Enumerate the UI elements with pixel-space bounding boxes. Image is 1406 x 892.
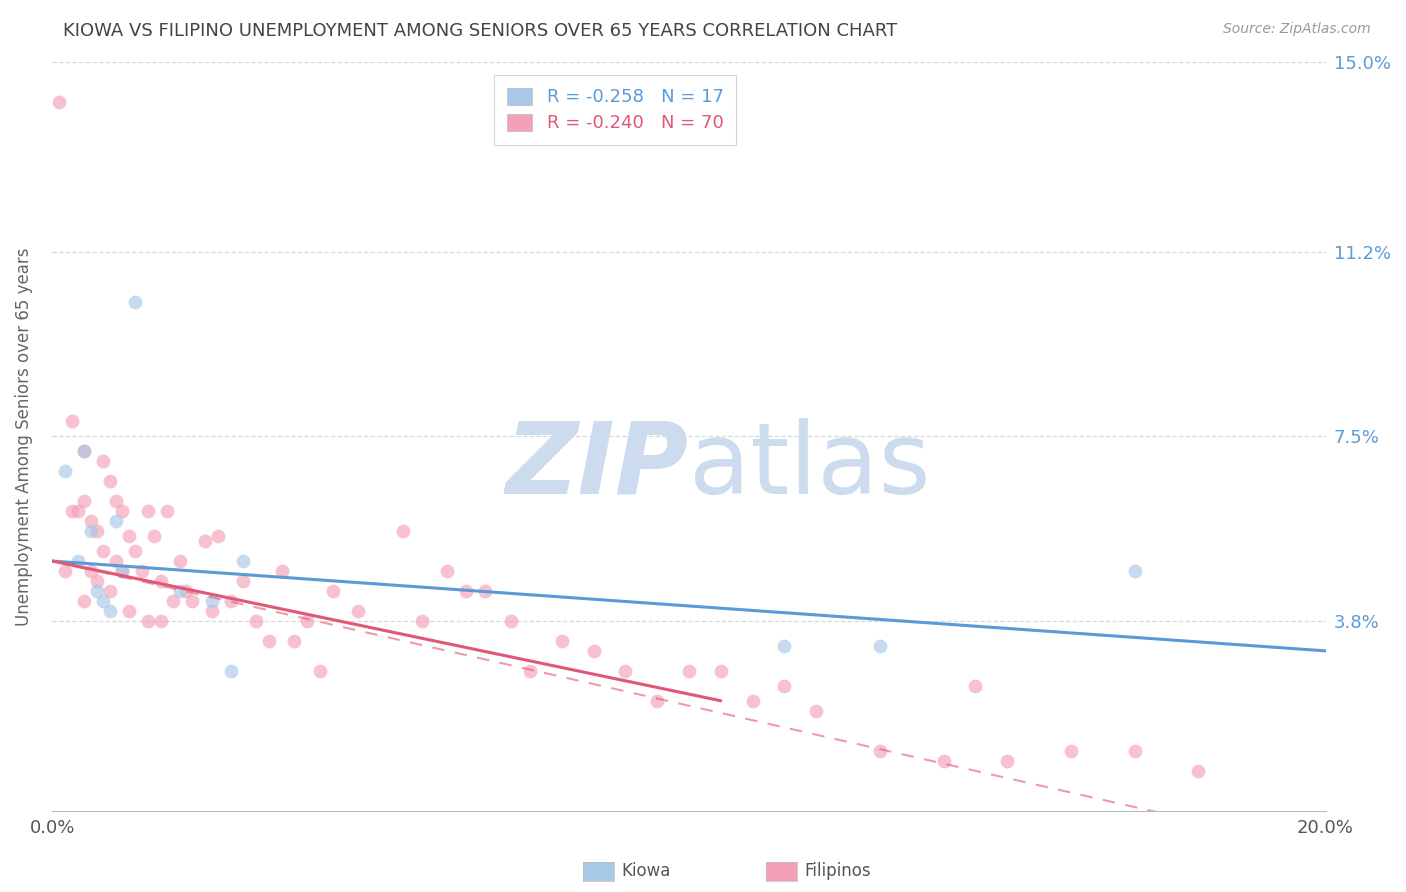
Point [79, 524, 101, 538]
Point [60, 504, 83, 518]
Point [869, 639, 891, 653]
Point [105, 554, 128, 568]
Point [86, 584, 108, 599]
Point [73, 594, 96, 608]
Point [806, 704, 828, 718]
Text: ZIP: ZIP [506, 417, 689, 515]
Point [53, 564, 76, 578]
Point [156, 504, 179, 518]
Y-axis label: Unemployment Among Seniors over 65 years: Unemployment Among Seniors over 65 years [15, 247, 32, 625]
Point [1187, 764, 1209, 778]
Point [79, 514, 101, 528]
Point [111, 564, 134, 578]
Point [322, 584, 344, 599]
Point [474, 584, 496, 599]
Point [456, 584, 478, 599]
Point [1060, 744, 1083, 758]
Point [1123, 564, 1146, 578]
Point [149, 574, 172, 588]
Legend: R = -0.258   N = 17, R = -0.240   N = 70: R = -0.258 N = 17, R = -0.240 N = 70 [495, 75, 737, 145]
Text: atlas: atlas [689, 417, 931, 515]
Text: Source: ZipAtlas.com: Source: ZipAtlas.com [1223, 22, 1371, 37]
Point [194, 534, 217, 549]
Point [499, 614, 522, 628]
Point [53, 464, 76, 478]
Point [98, 604, 121, 618]
Point [710, 664, 733, 678]
Point [174, 584, 197, 599]
Point [773, 639, 796, 653]
Point [66, 554, 89, 568]
Point [207, 529, 229, 543]
Point [98, 584, 121, 599]
Point [181, 594, 204, 608]
Point [614, 664, 637, 678]
Point [93, 544, 115, 558]
Point [162, 594, 184, 608]
Point [391, 524, 413, 538]
Point [257, 633, 280, 648]
Point [295, 614, 318, 628]
Point [232, 554, 254, 568]
Point [550, 633, 572, 648]
Point [519, 664, 541, 678]
Point [136, 614, 159, 628]
Point [105, 514, 128, 528]
Point [219, 594, 242, 608]
Point [86, 524, 108, 538]
Point [436, 564, 458, 578]
Text: KIOWA VS FILIPINO UNEMPLOYMENT AMONG SENIORS OVER 65 YEARS CORRELATION CHART: KIOWA VS FILIPINO UNEMPLOYMENT AMONG SEN… [63, 22, 897, 40]
Point [347, 604, 370, 618]
Point [995, 754, 1018, 768]
Point [411, 614, 433, 628]
Point [169, 584, 191, 599]
Point [232, 574, 254, 588]
Point [79, 564, 101, 578]
Point [270, 564, 292, 578]
Point [308, 664, 330, 678]
Text: Filipinos: Filipinos [804, 863, 870, 880]
Text: Kiowa: Kiowa [621, 863, 671, 880]
Point [245, 614, 267, 628]
Point [93, 454, 115, 468]
Point [98, 475, 121, 489]
Point [86, 574, 108, 588]
Point [932, 754, 955, 768]
Point [678, 664, 700, 678]
Point [73, 444, 96, 458]
Point [219, 664, 242, 678]
Point [741, 694, 763, 708]
Point [118, 604, 141, 618]
Point [965, 679, 987, 693]
Point [124, 294, 146, 309]
Point [200, 594, 222, 608]
Point [73, 494, 96, 508]
Point [143, 529, 166, 543]
Point [105, 494, 128, 508]
Point [118, 529, 141, 543]
Point [582, 644, 605, 658]
Point [60, 414, 83, 428]
Point [283, 633, 305, 648]
Point [200, 604, 222, 618]
Point [773, 679, 796, 693]
Point [93, 594, 115, 608]
Point [149, 614, 172, 628]
Point [66, 504, 89, 518]
Point [111, 504, 134, 518]
Point [111, 564, 134, 578]
Point [1123, 744, 1146, 758]
Point [73, 444, 96, 458]
Point [136, 504, 159, 518]
Point [131, 564, 153, 578]
Point [869, 744, 891, 758]
Point [48, 95, 70, 109]
Point [124, 544, 146, 558]
Point [169, 554, 191, 568]
Point [645, 694, 668, 708]
